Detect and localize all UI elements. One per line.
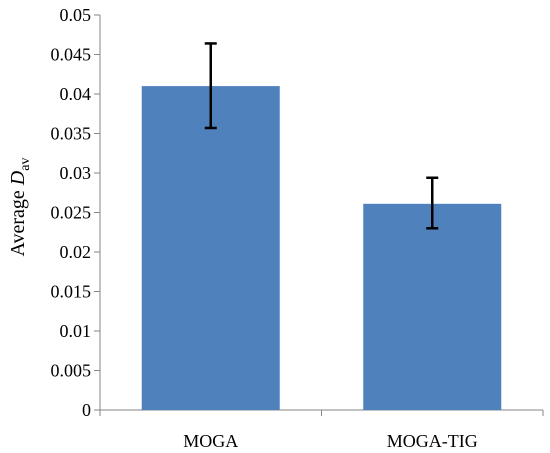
y-tick-label: 0.04 — [60, 84, 92, 104]
bars — [141, 86, 502, 410]
y-tick-label: 0.05 — [60, 5, 92, 25]
y-tick-label: 0.03 — [60, 163, 92, 183]
error-bars — [204, 42, 439, 230]
y-tick-label: 0.045 — [51, 45, 92, 65]
y-tick-label: 0.015 — [51, 282, 92, 302]
y-tick-label: 0.025 — [51, 203, 92, 223]
x-category-label: MOGA — [183, 431, 238, 451]
bar — [363, 203, 502, 410]
y-tick-label: 0.02 — [60, 242, 92, 262]
y-tick-label: 0.005 — [51, 361, 92, 381]
x-category-labels: MOGA MOGA-TIG — [183, 431, 478, 451]
error-bar — [204, 42, 217, 130]
x-category-label: MOGA-TIG — [387, 431, 478, 451]
y-axis-label: Average Dav — [7, 158, 33, 257]
error-bar — [426, 176, 439, 230]
y-tick-label: 0.035 — [51, 124, 92, 144]
y-tick-label: 0.01 — [60, 321, 92, 341]
y-tick-labels: 0 0.005 0.01 0.015 0.02 0.025 0.03 0.035 0.04 0.0… — [51, 5, 92, 420]
y-tick-label: 0 — [82, 400, 91, 420]
bar — [141, 86, 280, 410]
